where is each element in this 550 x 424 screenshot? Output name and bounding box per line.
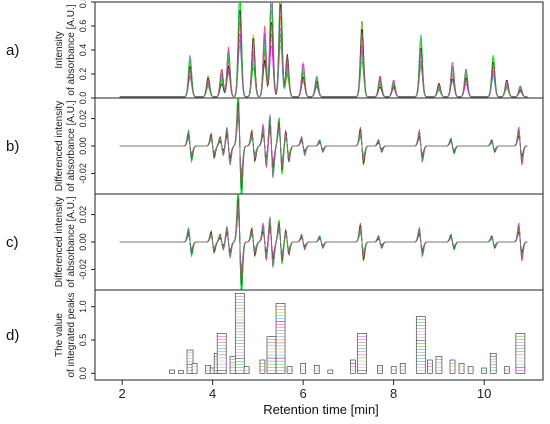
- integrated-peak-bar: [178, 370, 184, 374]
- integrated-peak-bar: [300, 362, 307, 374]
- plot-area: [169, 292, 526, 374]
- x-tick-label: 8: [390, 386, 397, 401]
- y-axis-label-line: Differenced intensity: [54, 197, 65, 287]
- x-axis-label: Retention time [min]: [263, 402, 379, 417]
- integrated-peak-bar: [327, 369, 334, 374]
- panel-frame: [94, 1, 544, 99]
- integrated-peak-bar: [313, 364, 320, 374]
- y-axis-label-line: of absorbance [A.U.]: [66, 4, 77, 95]
- x-tick-label: 2: [119, 386, 126, 401]
- integrated-peak-bar: [275, 302, 286, 374]
- x-tick-label: 6: [300, 386, 307, 401]
- y-tick-label: 0.0: [78, 92, 88, 105]
- integrated-peak-bar: [415, 316, 426, 374]
- y-tick-label: 0.2: [78, 68, 88, 81]
- series-line: [119, 2, 528, 98]
- y-tick-label: 0.4: [78, 44, 88, 57]
- integrated-peak-bar: [515, 332, 526, 374]
- series-line: [119, 2, 528, 98]
- series-line: [119, 213, 528, 271]
- y-tick-label: 1.0: [78, 300, 88, 313]
- y-axis-label-line: The value: [54, 313, 65, 357]
- integrated-peak-bar: [489, 352, 497, 374]
- series-line: [119, 2, 528, 98]
- x-axis: 2 4 6 8 10: [119, 380, 491, 401]
- series-line: [119, 2, 528, 98]
- y-tick-label: 0.00: [78, 137, 88, 155]
- series-line: [119, 2, 528, 98]
- y-tick-label: 0.5: [78, 334, 88, 347]
- x-tick-label: 10: [477, 386, 491, 401]
- panel-b: -0.02 0.00 0.02 Differenced intensity of abs…: [6, 97, 544, 195]
- series-line: [119, 22, 528, 98]
- panel-letter: b): [6, 138, 19, 155]
- y-tick-label: -0.02: [78, 259, 88, 280]
- series-line: [119, 28, 528, 98]
- y-tick-label: 0.02: [78, 110, 88, 128]
- integrated-peak-bar: [191, 362, 198, 374]
- y-tick-label: 0.02: [78, 206, 88, 224]
- y-tick-label: 0.6: [78, 20, 88, 33]
- y-tick-label: 0.00: [78, 233, 88, 251]
- y-tick-label: 0.0: [78, 367, 88, 380]
- plot-area: [119, 194, 528, 290]
- series-line: [119, 114, 528, 178]
- panel-letter: d): [6, 327, 19, 344]
- y-axis-label-line: Intensity: [54, 31, 65, 68]
- panel-letter: c): [6, 234, 19, 251]
- plot-area: [119, 98, 528, 194]
- integrated-peak-bar: [234, 292, 245, 374]
- x-tick-label: 4: [209, 386, 216, 401]
- series-line: [119, 2, 528, 98]
- panel-c: -0.02 0.00 0.02 Differenced intensity of abs…: [6, 193, 544, 291]
- y-tick-label: -0.02: [78, 163, 88, 184]
- series-line: [119, 16, 528, 98]
- y-tick-label: 0.8: [78, 0, 88, 8]
- y-axis-label-line: of absorbance [A.U.]: [66, 100, 77, 191]
- panel-frame: [94, 289, 544, 381]
- integrated-peak-bar: [458, 362, 465, 374]
- panel-a: 0.0 0.2 0.4 0.6 0.8 Intensity of absorbance [A…: [6, 0, 544, 105]
- y-axis-label-line: of integrated peaks: [66, 292, 77, 377]
- integrated-peak-bar: [377, 364, 383, 374]
- panel-d: 0.0 0.5 1.0 The value of integrated peaks d): [6, 289, 544, 381]
- y-axis-label-line: of absorbance [A.U.]: [66, 196, 77, 287]
- integrated-peak-bar: [399, 362, 406, 374]
- y-axis-label-line: Differenced intensity: [54, 101, 65, 191]
- integrated-peak-bar: [216, 332, 227, 374]
- integrated-peak-bar: [357, 332, 367, 374]
- panel-letter: a): [6, 42, 19, 59]
- integrated-peak-bar: [169, 369, 175, 374]
- series-line: [119, 2, 528, 98]
- plot-area: [119, 2, 528, 98]
